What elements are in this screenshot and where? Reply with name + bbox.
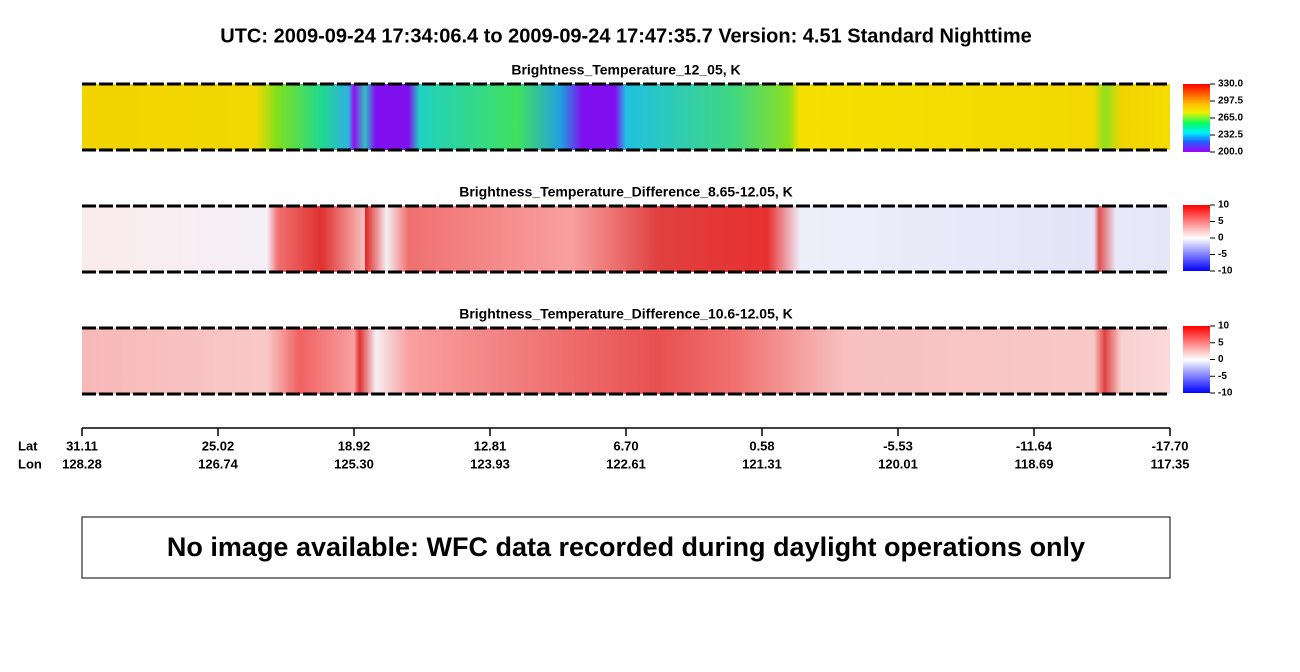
colorbar-tick-label: -5 — [1218, 249, 1227, 260]
lat-tick-label: 6.70 — [613, 438, 638, 453]
image-strip — [82, 206, 1170, 272]
lon-tick-label: 118.69 — [1014, 456, 1053, 471]
panel-title: Brightness_Temperature_Difference_8.65-1… — [459, 184, 793, 200]
strips — [82, 82, 1210, 396]
lon-tick-label: 120.01 — [878, 456, 918, 471]
image-strip — [82, 84, 1170, 150]
lon-tick-label: 125.30 — [334, 456, 374, 471]
colorbar-tick-label: 0 — [1218, 354, 1224, 365]
lat-tick-label: 31.11 — [66, 438, 98, 453]
panel-title: Brightness_Temperature_12_05, K — [511, 62, 740, 78]
panel-title: Brightness_Temperature_Difference_10.6-1… — [459, 306, 793, 322]
lon-label: Lon — [18, 456, 42, 471]
title: UTC: 2009-09-24 17:34:06.4 to 2009-09-24… — [220, 25, 1031, 47]
colorbar-tick-label: 330.0 — [1218, 79, 1243, 90]
lon-tick-label: 123.93 — [470, 456, 510, 471]
lon-tick-label: 117.35 — [1150, 456, 1189, 471]
colorbar-tick-label: 0 — [1218, 233, 1224, 244]
colorbar-tick-label: 297.5 — [1218, 96, 1243, 107]
colorbar-tick-label: 232.5 — [1218, 130, 1243, 141]
colorbar-tick-label: 5 — [1218, 216, 1224, 227]
colorbar-tick-label: 5 — [1218, 337, 1224, 348]
colorbar — [1183, 326, 1210, 393]
lat-tick-label: -5.53 — [883, 438, 913, 453]
lat-tick-label: -17.70 — [1152, 438, 1189, 453]
lon-tick-label: 126.74 — [198, 456, 239, 471]
lat-tick-label: 18.92 — [338, 438, 371, 453]
lat-tick-label: 12.81 — [474, 438, 507, 453]
colorbar — [1183, 84, 1210, 152]
lon-tick-label: 121.31 — [742, 456, 782, 471]
message-box — [81, 516, 1171, 579]
colorbar-tick-label: -10 — [1218, 266, 1233, 277]
message: No image available: WFC data recorded du… — [167, 532, 1085, 562]
lat-tick-label: 0.58 — [749, 438, 774, 453]
image-strip — [82, 328, 1170, 394]
lat-tick-label: 25.02 — [202, 438, 235, 453]
colorbar-tick-label: 200.0 — [1218, 147, 1243, 158]
colorbar-tick-label: -5 — [1218, 371, 1227, 382]
lon-tick-label: 128.28 — [62, 456, 102, 471]
colorbar-tick-label: 265.0 — [1218, 113, 1243, 124]
colorbar-tick-label: 10 — [1218, 200, 1230, 211]
colorbar-tick-label: -10 — [1218, 388, 1233, 399]
lat-tick-label: -11.64 — [1016, 438, 1053, 453]
colorbar-tick-label: 10 — [1218, 321, 1230, 332]
lat-label: Lat — [18, 438, 38, 453]
lon-tick-label: 122.61 — [606, 456, 646, 471]
colorbar — [1183, 205, 1210, 271]
strip-edges — [82, 82, 1170, 396]
